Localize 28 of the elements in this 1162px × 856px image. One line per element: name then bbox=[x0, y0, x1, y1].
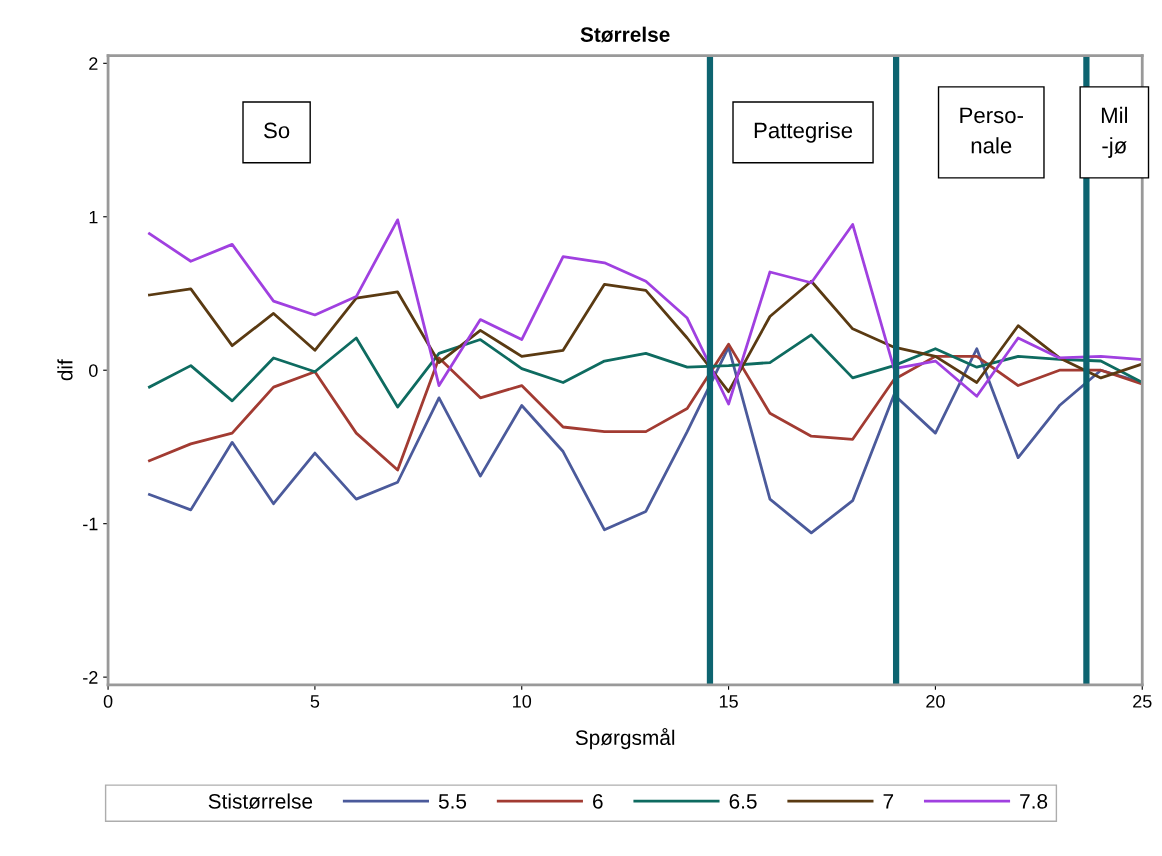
x-axis-title: Spørgsmål bbox=[575, 728, 675, 750]
line-series bbox=[148, 333, 1143, 409]
y-tick-label: -2 bbox=[83, 671, 98, 684]
x-tick-label: 25 bbox=[1133, 695, 1152, 708]
annotation: So bbox=[264, 122, 290, 139]
legend-label: 7 bbox=[883, 794, 894, 809]
legend-label: 5.5 bbox=[438, 794, 467, 809]
x-tick-label: 20 bbox=[926, 695, 945, 708]
y-tick-label: 2 bbox=[89, 57, 98, 70]
legend-label: 6 bbox=[593, 793, 603, 809]
y-axis-title: dif bbox=[57, 359, 73, 381]
line-series bbox=[148, 279, 1143, 394]
chart-title: Størrelse bbox=[580, 26, 670, 43]
x-tick-label: 10 bbox=[513, 695, 532, 708]
y-tick-label: 0 bbox=[89, 364, 98, 377]
annotation: Pattegrise bbox=[754, 122, 853, 143]
annotation: Mil -jø bbox=[1101, 106, 1128, 158]
line-series bbox=[148, 218, 1143, 406]
legend-label: 6.5 bbox=[729, 793, 757, 809]
y-tick-label: -1 bbox=[83, 517, 98, 531]
line-series bbox=[148, 342, 1143, 472]
y-tick-label: 1 bbox=[89, 210, 98, 224]
annotation: Perso- nale bbox=[960, 107, 1023, 154]
x-tick-label: 0 bbox=[103, 695, 113, 708]
x-tick-label: 15 bbox=[719, 695, 738, 708]
legend-label: 7.8 bbox=[1020, 793, 1048, 809]
legend-title: Stistørrelse bbox=[208, 793, 313, 809]
x-tick-label: 5 bbox=[310, 695, 320, 708]
